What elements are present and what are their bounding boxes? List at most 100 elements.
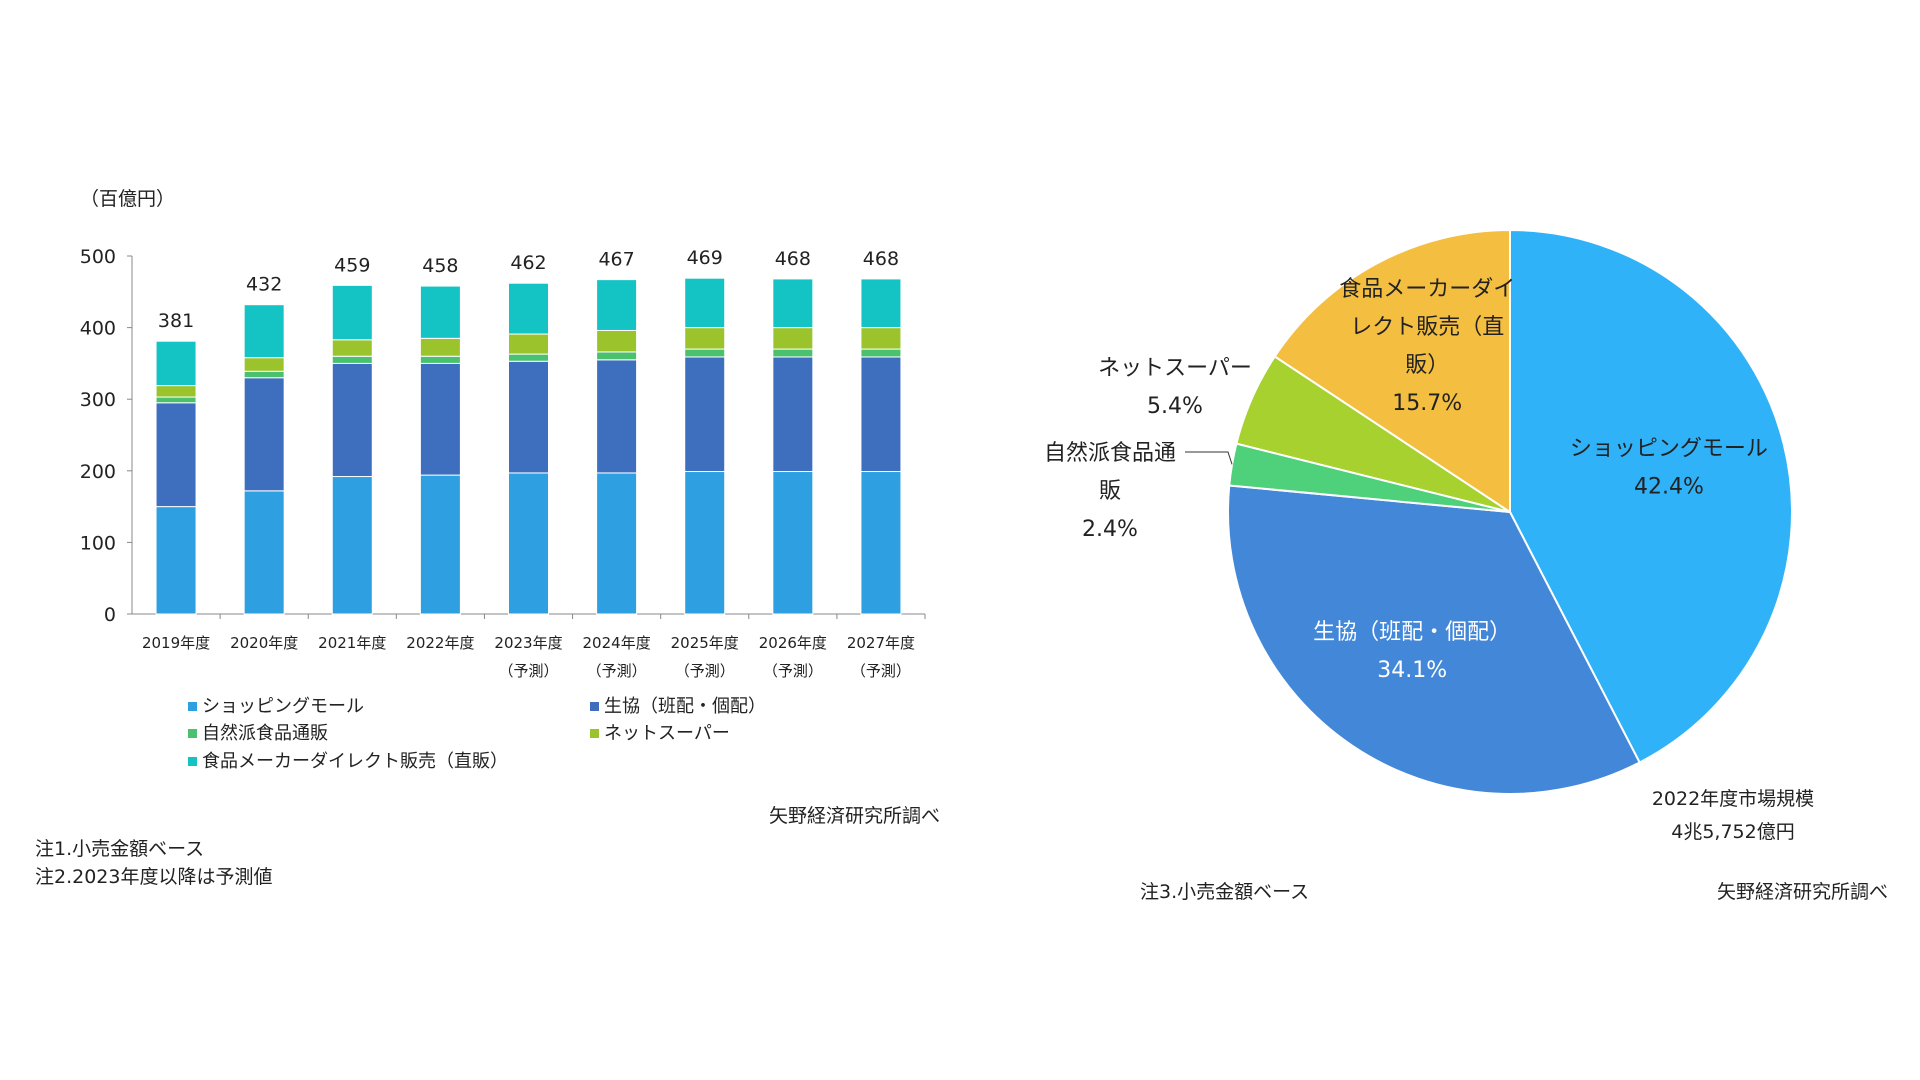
y-tick-label: 400: [80, 318, 116, 340]
bar-total-label: 468: [775, 248, 811, 270]
x-tick-sublabel: （予測）: [763, 662, 823, 680]
bar-stacks: [155, 277, 902, 615]
bar-segment-5: [331, 284, 373, 341]
bar-segment-1: [596, 472, 638, 615]
pie-slice-label: 販）: [1405, 353, 1449, 378]
x-tick-label: 2022年度: [406, 634, 474, 652]
bar-segment-1: [419, 474, 461, 615]
market-size-line-2: 4兆5,752億円: [1671, 821, 1794, 843]
bar-segment-5: [243, 304, 285, 359]
pie-slice-percent: 42.4%: [1634, 474, 1704, 499]
bar-segment-4: [860, 327, 902, 350]
pie-slice-label: レクト販売（直: [1350, 315, 1504, 340]
pie-slice-percent: 5.4%: [1147, 394, 1203, 419]
y-tick-labels: 0 100 200 300 400 500: [80, 246, 116, 626]
bar-segment-2: [860, 356, 902, 473]
note-3: 注3.小売金額ベース: [1140, 881, 1309, 903]
bar-segment-3: [596, 351, 638, 361]
bar-segment-2: [331, 362, 373, 478]
bar-segment-5: [596, 279, 638, 331]
bar-segment-1: [772, 471, 814, 615]
bar-segment-3: [155, 396, 197, 404]
y-tick-label: 500: [80, 246, 116, 268]
bar-segment-2: [596, 359, 638, 474]
bar-segment-3: [243, 370, 285, 379]
bar-segment-1: [155, 506, 197, 615]
bar-segment-1: [860, 471, 902, 615]
bar-total-label: 468: [863, 248, 899, 270]
pie-slice-label: ネットスーパー: [1098, 356, 1252, 381]
bar-segment-5: [419, 285, 461, 339]
bar-total-label: 459: [334, 254, 370, 276]
legend-swatch: [188, 702, 197, 711]
pie-slice-5: [1273, 228, 1511, 514]
market-size-line-1: 2022年度市場規模: [1652, 788, 1814, 810]
bar-segment-4: [155, 385, 197, 398]
bar-segment-4: [596, 329, 638, 353]
bar-segment-5: [684, 277, 726, 329]
bar-segment-4: [508, 333, 549, 355]
bar-source-note: 矢野経済研究所調べ: [769, 805, 940, 827]
bar-segment-4: [684, 327, 726, 350]
bar-segment-3: [508, 353, 549, 362]
x-tick-sublabel: （予測）: [675, 662, 735, 680]
pie-slice-percent: 34.1%: [1377, 658, 1447, 683]
bar-segment-5: [508, 282, 549, 335]
bar-segment-5: [860, 278, 902, 329]
bar-segment-1: [331, 476, 373, 615]
pie-slice-label: 食品メーカーダイ: [1339, 277, 1515, 302]
bar-segment-4: [419, 337, 461, 357]
legend-swatch: [188, 757, 197, 766]
bar-segment-3: [419, 355, 461, 364]
bar-segment-2: [772, 356, 814, 473]
x-tick-label: 2021年度: [318, 634, 386, 652]
bar-segment-1: [684, 471, 726, 615]
bar-total-label: 432: [246, 274, 282, 296]
note-1: 注1.小売金額ベース: [35, 838, 204, 860]
bar-segment-3: [684, 348, 726, 358]
y-tick-label: 200: [80, 461, 116, 483]
pie-source-note: 矢野経済研究所調べ: [1717, 881, 1888, 903]
legend-label: 自然派食品通販: [202, 723, 328, 744]
x-tick-sublabel: （予測）: [498, 662, 558, 680]
bar-segment-2: [419, 362, 461, 476]
legend-label: ショッピングモール: [202, 696, 364, 717]
pie-leader-line: [1185, 451, 1233, 465]
bar-total-label: 458: [422, 255, 458, 277]
bar-total-label: 462: [510, 252, 546, 274]
x-tick-label: 2024年度: [583, 634, 651, 652]
bar-segment-3: [860, 348, 902, 358]
bar-segment-2: [155, 402, 197, 508]
x-tick-labels: 2019年度 2020年度 2021年度 2022年度 2023年度 （予測） 2024年度…: [142, 634, 915, 680]
pie-chart: ショッピングモール 42.4% 生協（班配・個配） 34.1% 自然派食品通販 2.4% ネ…: [1044, 228, 1888, 903]
x-tick-label: 2025年度: [671, 634, 739, 652]
bar-segment-4: [243, 357, 285, 372]
bar-segment-2: [508, 360, 549, 474]
x-tick-label: 2019年度: [142, 634, 210, 652]
pie-slice-label: 販: [1099, 479, 1121, 504]
bar-legend: ショッピングモール 生協（班配・個配） 自然派食品通販 ネットスーパー食品メーカーダイ…: [188, 696, 766, 772]
pie-slice-1: [1509, 228, 1793, 764]
x-tick-label: 2026年度: [759, 634, 827, 652]
bar-segment-2: [243, 377, 285, 492]
pie-slice-label: 自然派食品通: [1044, 441, 1176, 466]
bar-segment-3: [331, 355, 373, 364]
x-tick-label: 2020年度: [230, 634, 298, 652]
bar-total-label: 469: [687, 247, 723, 269]
y-tick-label: 0: [104, 604, 116, 626]
bar-total-label: 381: [158, 310, 194, 332]
legend-label: ネットスーパー: [604, 723, 730, 744]
pie-slice-2: [1227, 484, 1641, 795]
legend-swatch: [590, 702, 599, 711]
pie-slice-label: ショッピングモール: [1570, 436, 1768, 461]
x-tick-sublabel: （予測）: [587, 662, 647, 680]
x-tick-label: 2023年度: [494, 634, 562, 652]
legend-label: 食品メーカーダイレクト販売（直販）: [202, 751, 508, 772]
bar-segment-5: [772, 278, 814, 329]
x-tick-sublabel: （予測）: [851, 662, 911, 680]
legend-swatch: [188, 729, 197, 738]
bar-segment-4: [772, 327, 814, 350]
bar-total-label: 467: [598, 249, 634, 271]
note-2: 注2.2023年度以降は予測値: [35, 866, 272, 888]
